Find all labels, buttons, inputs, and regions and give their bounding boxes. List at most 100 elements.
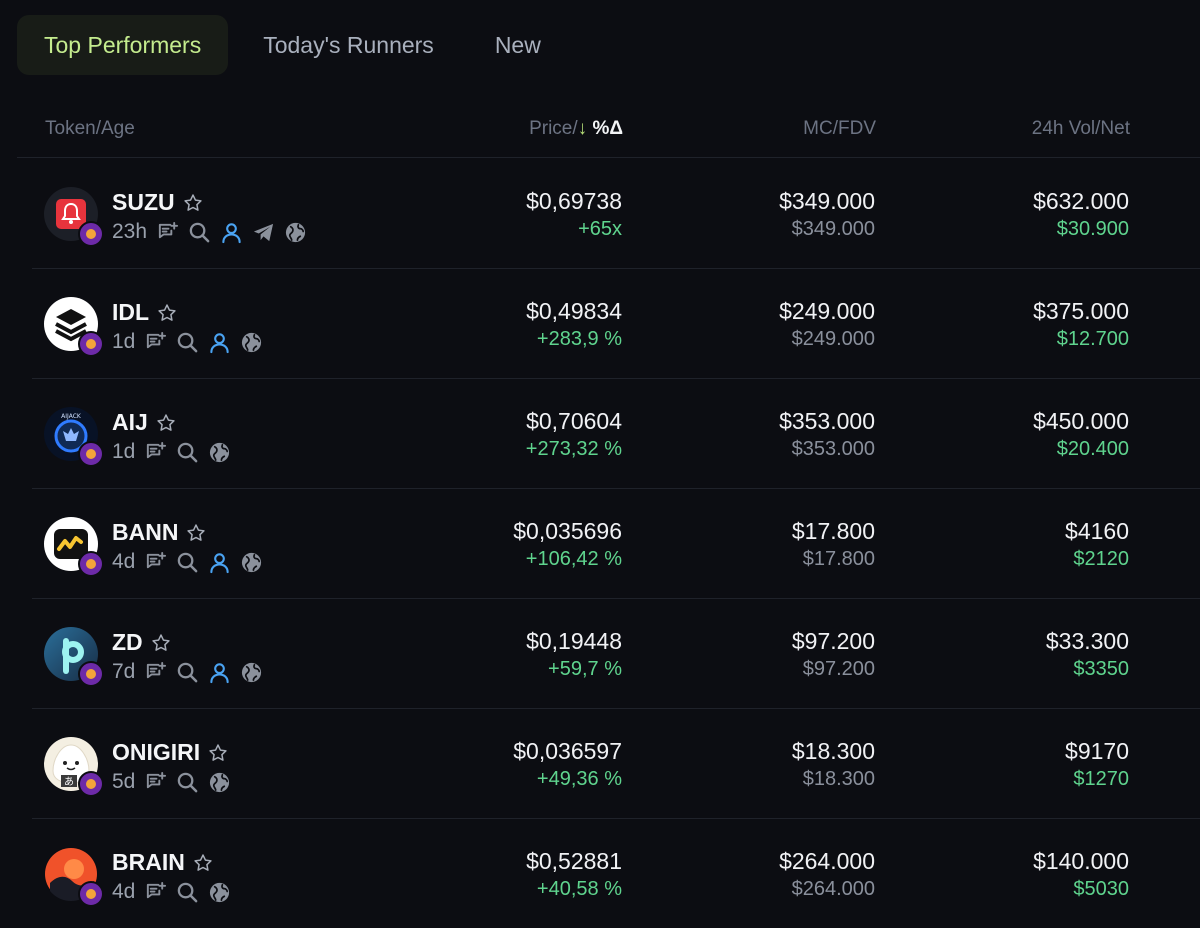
token-symbol-text: BRAIN	[112, 849, 185, 875]
token-symbol[interactable]: IDL	[112, 299, 177, 326]
token-avatar[interactable]	[44, 847, 104, 907]
token-row[interactable]: AIJACK AIJ 1d $0,70604 +273,32 % $353.00…	[32, 379, 1200, 489]
mc-fdv-cell: $264.000 $264.000	[779, 848, 875, 901]
token-age: 5d	[112, 770, 136, 793]
search-icon[interactable]	[176, 331, 199, 354]
token-symbol[interactable]: ZD	[112, 629, 171, 656]
search-icon[interactable]	[176, 661, 199, 684]
onigiri-logo: あ	[44, 737, 98, 791]
column-price-change[interactable]: Price/↓ %Δ	[529, 118, 623, 140]
token-meta: 23h	[112, 220, 316, 244]
token-age: 4d	[112, 550, 136, 573]
token-avatar[interactable]: AIJACK	[44, 407, 104, 467]
token-symbol-text: AIJ	[112, 409, 148, 435]
token-avatar[interactable]	[44, 297, 104, 357]
token-age: 1d	[112, 440, 136, 463]
token-meta: 4d	[112, 550, 272, 574]
post-icon[interactable]	[144, 771, 167, 794]
token-avatar[interactable]: あ	[44, 737, 104, 797]
fdv-value: $353.000	[791, 438, 875, 460]
launchpad-badge-icon	[78, 441, 104, 467]
market-cap: $18.300	[791, 738, 875, 764]
column-mc-fdv[interactable]: MC/FDV	[803, 118, 876, 139]
search-icon[interactable]	[176, 771, 199, 794]
post-icon[interactable]	[144, 881, 167, 904]
volume-24h: $450.000	[1033, 408, 1129, 434]
token-avatar[interactable]	[44, 187, 104, 247]
star-icon[interactable]	[208, 743, 228, 763]
tab-todays-runners[interactable]: Today's Runners	[263, 31, 434, 58]
price-label: Price/	[529, 118, 578, 139]
token-symbol[interactable]: SUZU	[112, 189, 203, 216]
token-avatar[interactable]	[44, 627, 104, 687]
token-row[interactable]: SUZU 23h $0,69738 +65x $349.000 $349.000…	[32, 159, 1200, 269]
globe-icon[interactable]	[284, 221, 307, 244]
token-age: 23h	[112, 220, 148, 243]
price-value: $0,49834	[526, 298, 622, 324]
market-cap: $249.000	[779, 298, 875, 324]
post-icon[interactable]	[144, 661, 167, 684]
search-icon[interactable]	[188, 221, 211, 244]
price-change: +40,58 %	[536, 878, 622, 900]
post-icon[interactable]	[156, 221, 179, 244]
market-cap: $349.000	[779, 188, 875, 214]
token-symbol[interactable]: AIJ	[112, 409, 176, 436]
launchpad-badge-icon	[78, 661, 104, 687]
token-row[interactable]: BRAIN 4d $0,52881 +40,58 % $264.000 $264…	[32, 819, 1200, 928]
token-symbol[interactable]: BRAIN	[112, 849, 213, 876]
price-change: +65x	[578, 218, 622, 240]
token-symbol-text: ONIGIRI	[112, 739, 201, 765]
net-value: $20.400	[1056, 438, 1129, 460]
star-icon[interactable]	[183, 193, 203, 213]
token-row[interactable]: ZD 7d $0,19448 +59,7 % $97.200 $97.200 $…	[32, 599, 1200, 709]
mc-fdv-cell: $97.200 $97.200	[792, 628, 875, 681]
user-icon[interactable]	[208, 331, 231, 354]
star-icon[interactable]	[157, 303, 177, 323]
zd-logo	[44, 627, 98, 681]
user-icon[interactable]	[208, 551, 231, 574]
post-icon[interactable]	[144, 441, 167, 464]
net-value: $30.900	[1056, 218, 1129, 240]
launchpad-badge-icon	[78, 331, 104, 357]
globe-icon[interactable]	[208, 881, 231, 904]
fdv-value: $349.000	[791, 218, 875, 240]
token-symbol[interactable]: ONIGIRI	[112, 739, 228, 766]
user-icon[interactable]	[220, 221, 243, 244]
table-header: Token/Age Price/↓ %Δ MC/FDV 24h Vol/Net	[17, 100, 1200, 158]
price-value: $0,035696	[513, 518, 622, 544]
token-meta: 1d	[112, 330, 272, 354]
search-icon[interactable]	[176, 441, 199, 464]
star-icon[interactable]	[151, 633, 171, 653]
sort-down-icon: ↓	[577, 118, 588, 139]
globe-icon[interactable]	[208, 771, 231, 794]
market-cap: $97.200	[791, 628, 875, 654]
search-icon[interactable]	[176, 881, 199, 904]
search-icon[interactable]	[176, 551, 199, 574]
fdv-value: $264.000	[791, 878, 875, 900]
telegram-icon[interactable]	[252, 221, 275, 244]
token-row[interactable]: IDL 1d $0,49834 +283,9 % $249.000 $249.0…	[32, 269, 1200, 379]
user-icon[interactable]	[208, 661, 231, 684]
pct-delta-label: %Δ	[592, 118, 623, 139]
column-token-age[interactable]: Token/Age	[45, 118, 135, 139]
post-icon[interactable]	[144, 331, 167, 354]
token-avatar[interactable]	[44, 517, 104, 577]
token-row[interactable]: あ ONIGIRI 5d $0,036597 +49,36 % $18.300 …	[32, 709, 1200, 819]
net-value: $1270	[1073, 768, 1129, 790]
volume-24h: $375.000	[1033, 298, 1129, 324]
globe-icon[interactable]	[240, 661, 263, 684]
star-icon[interactable]	[186, 523, 206, 543]
globe-icon[interactable]	[240, 551, 263, 574]
post-icon[interactable]	[144, 551, 167, 574]
globe-icon[interactable]	[240, 331, 263, 354]
token-symbol[interactable]: BANN	[112, 519, 206, 546]
tab-top-performers[interactable]: Top Performers	[17, 15, 229, 75]
token-list: SUZU 23h $0,69738 +65x $349.000 $349.000…	[32, 159, 1200, 928]
star-icon[interactable]	[193, 853, 213, 873]
price-cell: $0,49834 +283,9 %	[526, 298, 622, 351]
globe-icon[interactable]	[208, 441, 231, 464]
column-vol-net[interactable]: 24h Vol/Net	[1031, 118, 1130, 139]
tab-new[interactable]: New	[494, 31, 541, 58]
star-icon[interactable]	[156, 413, 176, 433]
token-row[interactable]: BANN 4d $0,035696 +106,42 % $17.800 $17.…	[32, 489, 1200, 599]
